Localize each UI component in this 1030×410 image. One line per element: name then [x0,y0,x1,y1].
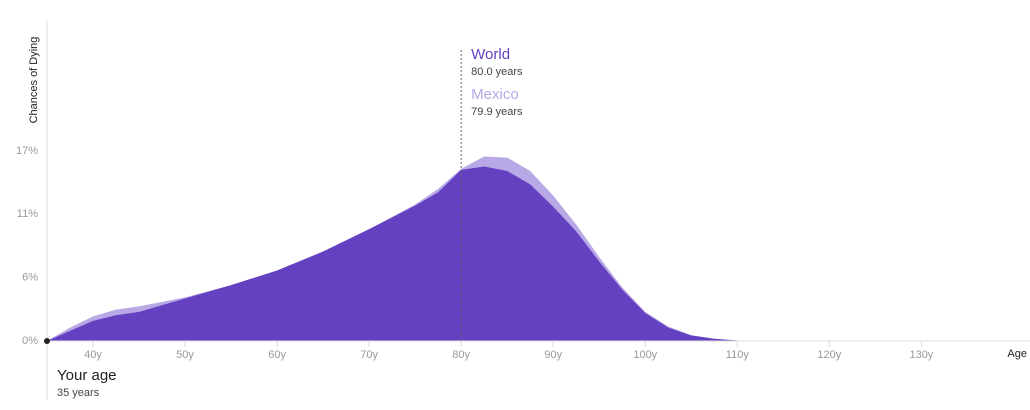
x-tick-label: 60y [268,349,286,361]
your-age-dot [44,338,50,344]
x-tick-label: 130y [909,349,933,361]
x-tick-label: 120y [817,349,841,361]
x-tick-label: 70y [360,349,378,361]
annotation-title: Your age [57,367,117,384]
x-tick-label: 100y [633,349,657,361]
annotation-title: World [471,46,510,63]
y-tick-label: 0% [22,335,38,347]
x-tick-label: 50y [176,349,194,361]
x-tick-label: 40y [84,349,102,361]
y-tick-label: 17% [16,145,38,157]
x-axis-label: Age [1007,348,1027,360]
area [47,166,784,341]
y-tick-label: 6% [22,272,38,284]
y-axis-label: Chances of Dying [28,37,40,124]
x-tick-label: 110y [726,349,750,361]
annotation-subtext: 35 years [57,387,100,399]
annotation-subtext: 80.0 years [471,66,523,78]
annotation-title: Mexico [471,86,519,103]
x-tick-label: 90y [544,349,562,361]
x-tick-label: 80y [452,349,470,361]
annotation-subtext: 79.9 years [471,106,523,118]
y-tick-label: 11% [17,208,38,220]
